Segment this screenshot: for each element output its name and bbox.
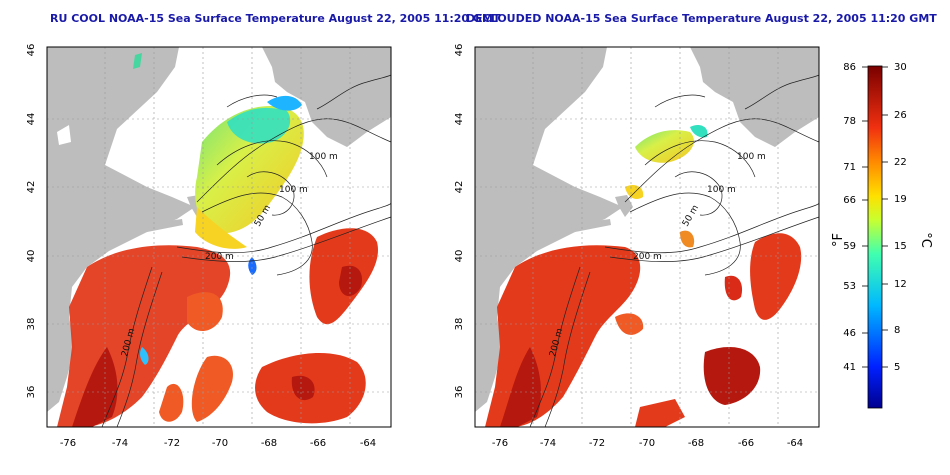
right-x-axis: -76 -74 -72 -70 -68 -66 -64: [492, 438, 803, 449]
left-x-tick: -70: [212, 438, 228, 449]
left-contour-label-1: 100 m: [309, 152, 338, 162]
right-x-tick: -70: [639, 438, 655, 449]
right-sst-field: [485, 125, 802, 427]
right-contour-label-1: 100 m: [737, 152, 766, 162]
celsius-tick: 26: [894, 110, 907, 121]
right-y-axis: 36 38 40 42 44 46: [454, 44, 465, 399]
right-x-tick: -74: [540, 438, 556, 449]
left-x-tick: -74: [112, 438, 128, 449]
right-y-tick: 46: [454, 44, 465, 57]
left-sst-field: [57, 53, 378, 427]
left-x-tick: -66: [310, 438, 326, 449]
left-x-tick: -64: [360, 438, 376, 449]
right-x-tick: -64: [787, 438, 803, 449]
fahrenheit-tick: 66: [843, 195, 856, 206]
right-contour-label-2: 100 m: [707, 185, 736, 195]
left-y-tick: 42: [26, 181, 37, 194]
right-x-tick: -68: [688, 438, 704, 449]
fahrenheit-tick: 46: [843, 328, 856, 339]
left-y-tick: 40: [26, 250, 37, 263]
celsius-tick: 8: [894, 325, 900, 336]
right-map-panel: 100 m 100 m 50 m 200 m 200 m: [474, 46, 820, 428]
left-y-tick: 38: [26, 318, 37, 331]
right-y-tick: 44: [454, 113, 465, 126]
celsius-tick: 12: [894, 279, 907, 290]
celsius-tick: 22: [894, 157, 907, 168]
left-map-panel: 100 m 100 m 50 m 200 m 200 m: [46, 46, 392, 428]
fahrenheit-tick: 41: [843, 362, 856, 373]
celsius-tick: 19: [894, 194, 907, 205]
left-x-tick: -72: [164, 438, 180, 449]
fahrenheit-tick: 59: [843, 241, 856, 252]
left-x-axis: -76 -74 -72 -70 -68 -66 -64: [60, 438, 376, 449]
right-x-tick: -66: [738, 438, 754, 449]
right-y-tick: 40: [454, 250, 465, 263]
celsius-label: °C: [918, 232, 933, 248]
fahrenheit-tick: 71: [843, 162, 856, 173]
right-y-tick: 42: [454, 181, 465, 194]
celsius-tick: 30: [894, 62, 907, 73]
fahrenheit-tick: 86: [843, 62, 856, 73]
right-y-tick: 36: [454, 386, 465, 399]
left-y-tick: 36: [26, 386, 37, 399]
left-y-axis: 36 38 40 42 44 46: [26, 44, 37, 399]
right-contour-label-4: 200 m: [633, 252, 662, 262]
celsius-tick: 15: [894, 241, 907, 252]
left-map-title: RU COOL NOAA-15 Sea Surface Temperature …: [50, 12, 501, 25]
fahrenheit-label: °F: [831, 233, 846, 247]
left-y-tick: 44: [26, 113, 37, 126]
left-contour-label-4: 200 m: [205, 252, 234, 262]
celsius-tick: 5: [894, 362, 900, 373]
left-contour-label-2: 100 m: [279, 185, 308, 195]
left-x-tick: -76: [60, 438, 76, 449]
fahrenheit-tick: 53: [843, 281, 856, 292]
colorbar: 86 78 71 66 59 53 46 41: [831, 62, 933, 409]
right-y-tick: 38: [454, 318, 465, 331]
right-map-title: DECLOUDED NOAA-15 Sea Surface Temperatur…: [466, 12, 937, 25]
fahrenheit-tick: 78: [843, 116, 856, 127]
left-y-tick: 46: [26, 44, 37, 57]
left-x-tick: -68: [261, 438, 277, 449]
right-x-tick: -76: [492, 438, 508, 449]
colorbar-gradient: [867, 65, 883, 409]
right-x-tick: -72: [589, 438, 605, 449]
